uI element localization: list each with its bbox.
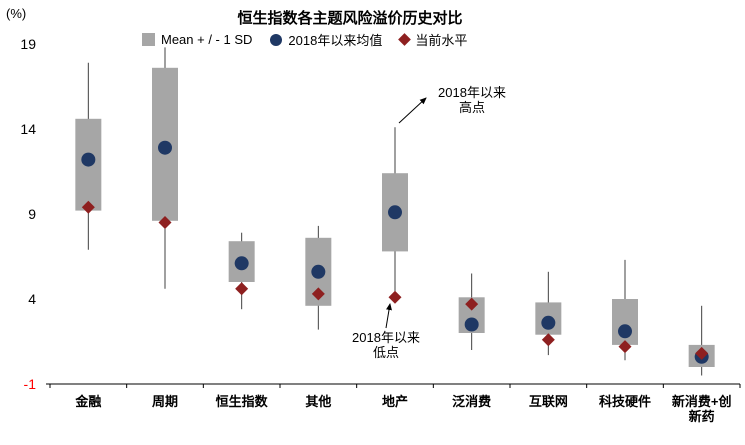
- current-diamond: [311, 287, 325, 301]
- mean-dot: [158, 140, 172, 155]
- mean-dot: [81, 152, 96, 167]
- y-tick-label: 9: [28, 206, 36, 222]
- annotation-text-line: 高点: [458, 100, 485, 115]
- mean-dot: [388, 205, 402, 220]
- current-diamond: [388, 290, 402, 304]
- legend-item-mean-since-2018: 2018年以来均值: [270, 30, 382, 49]
- current-diamond: [81, 200, 95, 214]
- mean-dot: [618, 324, 632, 339]
- mean-dot: [541, 315, 556, 330]
- legend-label: 当前水平: [415, 33, 468, 48]
- legend-label: Mean + / - 1 SD: [161, 32, 253, 47]
- mean-dot: [311, 264, 326, 279]
- current-diamond: [618, 340, 632, 354]
- category-label: 互联网: [529, 394, 568, 409]
- current-diamond: [541, 333, 555, 347]
- annotation-text-line: 2018年以来: [352, 330, 420, 345]
- legend-item-mean-sd: Mean + / - 1 SD: [142, 32, 252, 47]
- chart-title: 恒生指数各主题风险溢价历史对比: [237, 10, 463, 27]
- y-tick-label: 19: [20, 36, 36, 52]
- y-axis-unit-label: (%): [6, 6, 27, 21]
- category-label: 恒生指数: [216, 394, 269, 409]
- mean-dot-icon: [270, 33, 283, 46]
- category-label: 其他: [305, 394, 331, 409]
- category-label: 新消费+创新药: [672, 394, 732, 424]
- y-tick-label: -1: [24, 376, 37, 392]
- current-diamond: [695, 346, 709, 360]
- high-annotation-arrow: [398, 97, 427, 124]
- legend-item-current-level: 当前水平: [398, 30, 468, 49]
- current-diamond: [465, 297, 479, 311]
- current-diamond: [235, 282, 249, 296]
- legend-label: 2018年以来均值: [288, 33, 383, 48]
- category-label: 泛消费: [452, 394, 491, 409]
- category-label: 金融: [74, 394, 101, 409]
- mean-dot: [464, 317, 479, 332]
- current-diamond: [158, 216, 172, 229]
- low-annotation-arrow: [385, 303, 392, 329]
- category-label: 周期: [152, 394, 178, 409]
- mean-dot: [234, 256, 249, 271]
- high-point-annotation: 2018年以来 高点: [428, 85, 516, 115]
- annotation-text-line: 低点: [372, 345, 399, 360]
- chart-legend: Mean + / - 1 SD 2018年以来均值 当前水平: [142, 30, 485, 49]
- category-label: 科技硬件: [599, 394, 651, 409]
- mean-sd-range-icon: [142, 33, 155, 46]
- low-point-annotation: 2018年以来 低点: [346, 330, 426, 360]
- annotation-text-line: 2018年以来: [438, 85, 506, 100]
- category-label: 地产: [382, 394, 408, 409]
- y-tick-label: 14: [20, 121, 36, 137]
- y-tick-label: 4: [28, 291, 36, 307]
